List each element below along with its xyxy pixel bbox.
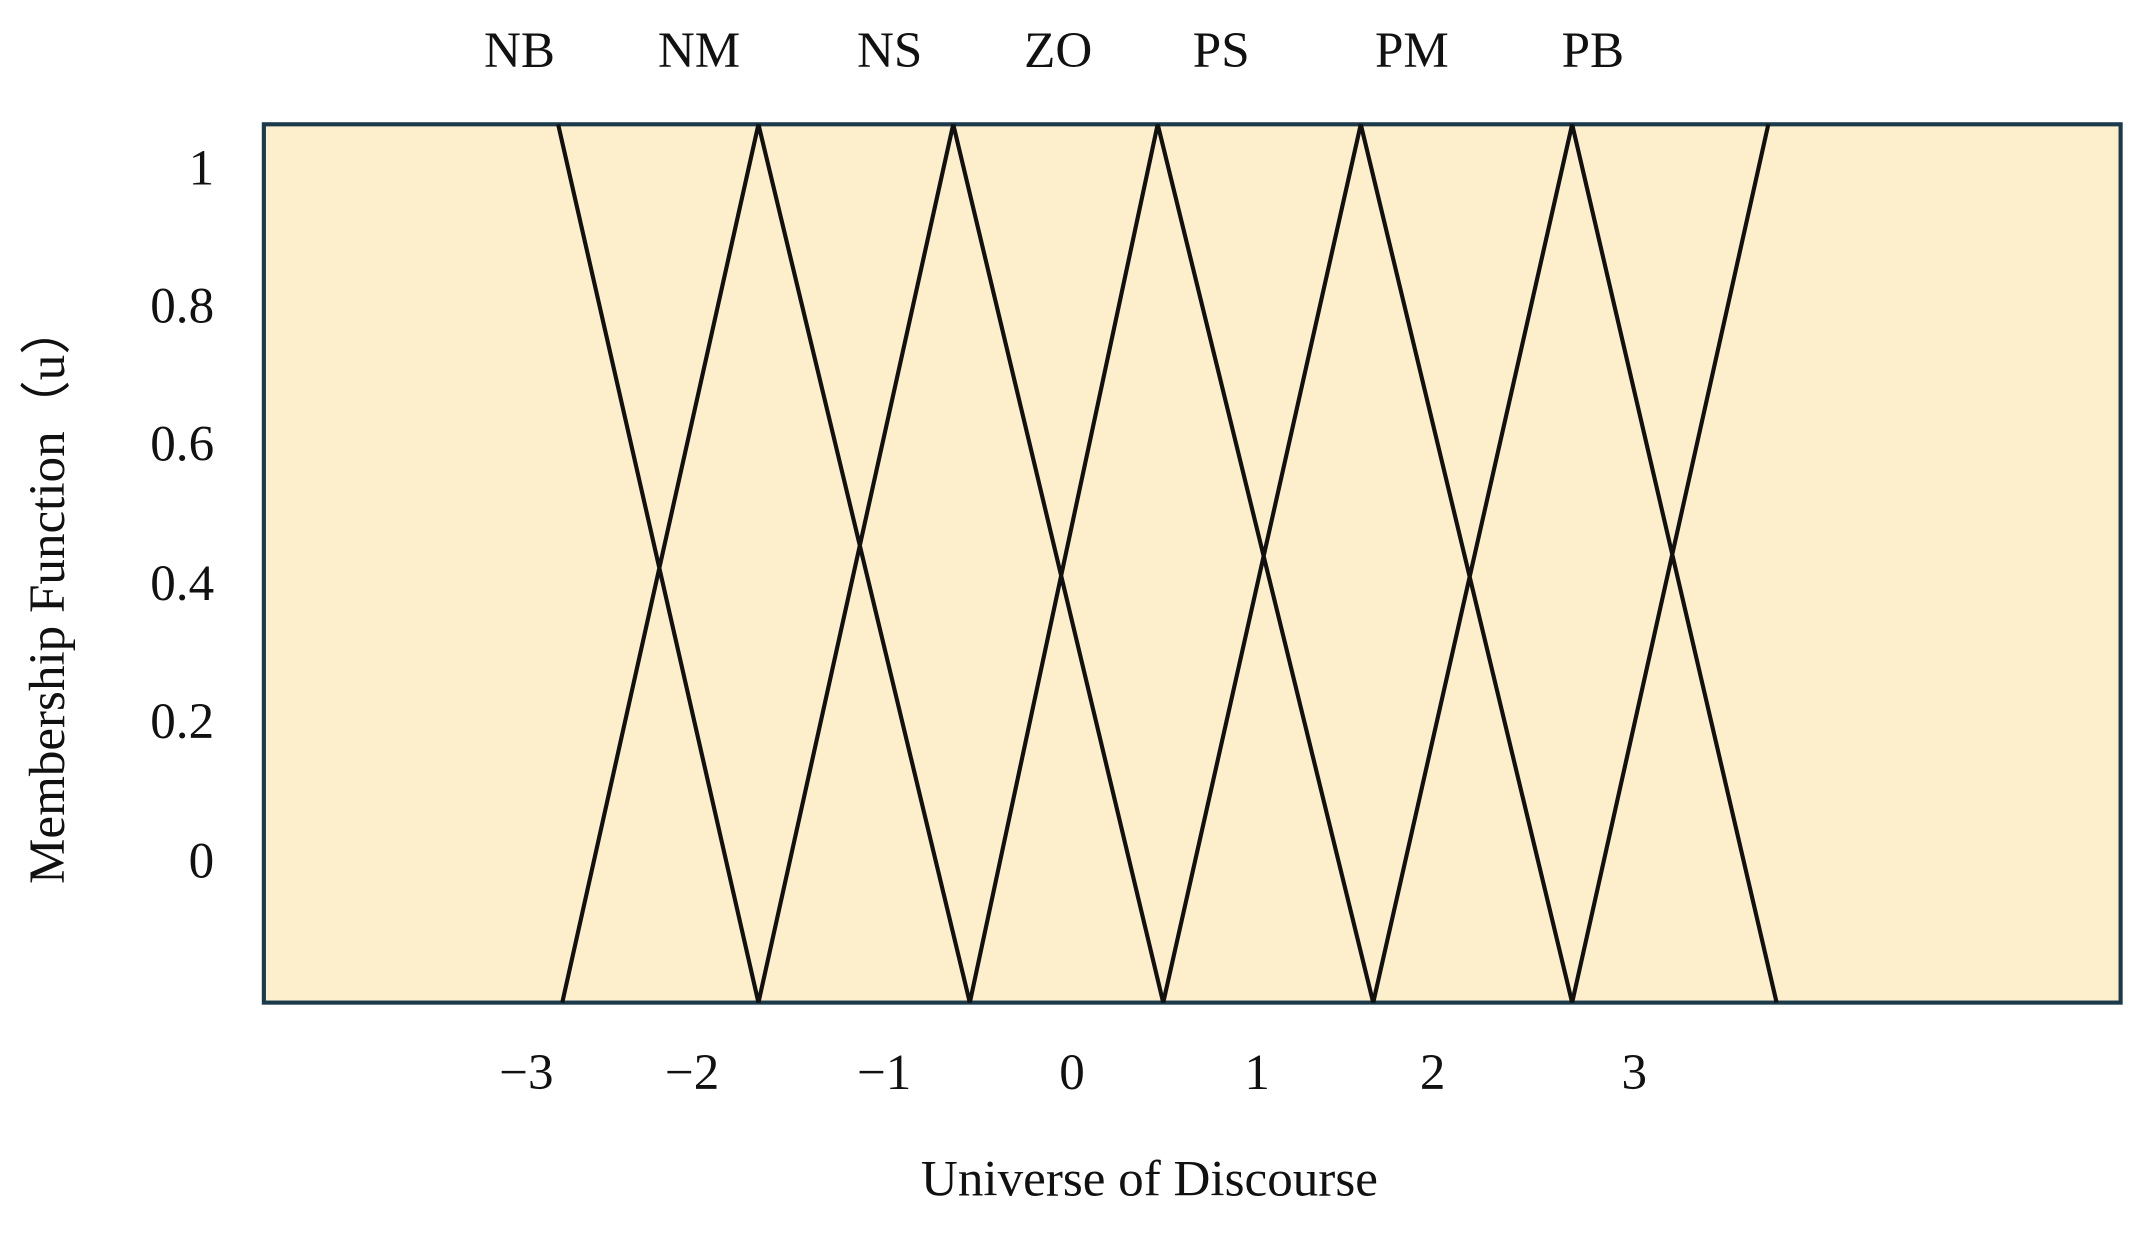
set-label: ZO — [1024, 22, 1092, 79]
x-tick-label: 2 — [1420, 1044, 1446, 1101]
set-label: NM — [658, 22, 740, 79]
y-tick-label: 1 — [189, 139, 215, 196]
y-tick-label: 0 — [189, 833, 215, 890]
x-tick-label: −3 — [499, 1044, 553, 1101]
y-axis-title: Membership Function（u） — [19, 304, 76, 884]
x-tick-label: −2 — [665, 1044, 719, 1101]
set-label: NB — [484, 22, 555, 79]
x-tick-label: 1 — [1244, 1044, 1270, 1101]
set-label: PS — [1193, 22, 1250, 79]
x-axis-title: Universe of Discourse — [921, 1150, 1378, 1207]
membership-lines — [556, 123, 1779, 1004]
y-tick-label: 0.8 — [150, 277, 214, 334]
set-label: PM — [1375, 22, 1449, 79]
x-tick-label: −1 — [857, 1044, 911, 1101]
set-label: PB — [1562, 22, 1625, 79]
y-tick-label: 0.6 — [150, 416, 214, 473]
y-tick-label: 0.4 — [150, 555, 214, 612]
x-tick-label: 0 — [1059, 1044, 1085, 1101]
x-tick-label: 3 — [1622, 1044, 1648, 1101]
y-tick-label: 0.2 — [150, 693, 214, 750]
set-label: NS — [857, 22, 922, 79]
